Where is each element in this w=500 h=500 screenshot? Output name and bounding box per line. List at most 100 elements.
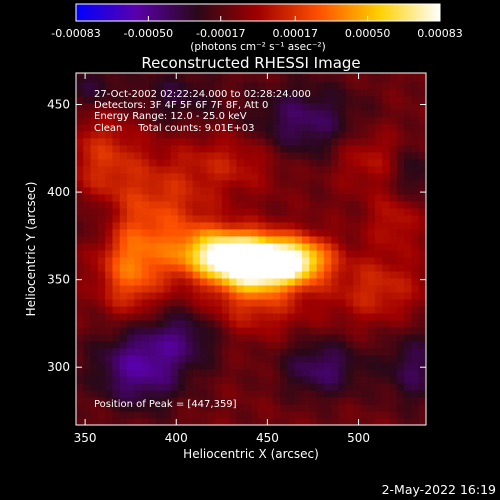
heatmap-cell: [396, 396, 405, 405]
heatmap-cell: [127, 375, 135, 384]
heatmap-cell: [105, 116, 114, 125]
heatmap-cell: [229, 326, 238, 335]
heatmap-cell: [178, 88, 186, 97]
heatmap-cell: [302, 73, 310, 76]
heatmap-cell: [353, 305, 361, 314]
heatmap-cell: [119, 165, 128, 174]
heatmap-cell: [251, 410, 259, 419]
heatmap-cell: [345, 277, 354, 286]
heatmap-cell: [229, 207, 238, 216]
heatmap-cell: [141, 200, 150, 209]
heatmap-cell: [185, 158, 194, 167]
heatmap-cell: [382, 396, 391, 405]
heatmap-cell: [134, 242, 143, 251]
heatmap-cell: [127, 263, 135, 272]
heatmap-cell: [170, 319, 179, 328]
heatmap-cell: [251, 396, 259, 405]
heatmap-cell: [141, 410, 150, 419]
heatmap-cell: [280, 207, 289, 216]
heatmap-cell: [163, 277, 172, 286]
heatmap-cell: [251, 130, 259, 139]
heatmap-cell: [382, 207, 391, 216]
heatmap-cell: [243, 165, 252, 174]
heatmap-cell: [221, 144, 230, 153]
heatmap-cell: [148, 130, 157, 139]
heatmap-cell: [265, 200, 274, 209]
heatmap-cell: [418, 347, 426, 356]
heatmap-cell: [112, 186, 121, 195]
heatmap-cell: [302, 200, 310, 209]
heatmap-cell: [170, 207, 179, 216]
colorbar-tick-label: 0.00017: [273, 27, 319, 40]
heatmap-cell: [243, 249, 252, 258]
heatmap-cell: [323, 200, 332, 209]
heatmap-cell: [192, 88, 201, 97]
heatmap-cell: [76, 73, 84, 76]
heatmap-cell: [367, 116, 376, 125]
heatmap-cell: [148, 396, 157, 405]
heatmap-cell: [141, 81, 150, 90]
heatmap-cell: [396, 95, 405, 104]
heatmap-cell: [374, 410, 383, 419]
heatmap-cell: [243, 200, 252, 209]
heatmap-cell: [272, 333, 281, 342]
heatmap-cell: [353, 263, 361, 272]
heatmap-cell: [309, 200, 318, 209]
heatmap-cell: [280, 172, 289, 181]
heatmap-cell: [76, 74, 84, 83]
heatmap-cell: [367, 95, 376, 104]
heatmap-cell: [396, 144, 405, 153]
heatmap-cell: [309, 207, 318, 216]
heatmap-cell: [185, 333, 194, 342]
heatmap-cell: [338, 151, 347, 160]
heatmap-cell: [185, 144, 194, 153]
heatmap-cell: [127, 151, 135, 160]
heatmap-cell: [141, 235, 150, 244]
heatmap-cell: [382, 144, 391, 153]
heatmap-cell: [265, 375, 274, 384]
heatmap-cell: [214, 270, 223, 279]
heatmap-cell: [76, 354, 84, 363]
heatmap-cell: [316, 109, 325, 118]
heatmap-cell: [389, 109, 398, 118]
heatmap-cell: [396, 73, 405, 76]
heatmap-cell: [338, 263, 347, 272]
heatmap-cell: [156, 144, 165, 153]
heatmap-cell: [236, 172, 245, 181]
heatmap-cell: [134, 221, 143, 230]
heatmap-cell: [331, 298, 340, 307]
heatmap-cell: [353, 193, 361, 202]
heatmap-cell: [76, 305, 84, 314]
heatmap-cell: [360, 326, 369, 335]
heatmap-cell: [331, 144, 340, 153]
heatmap-cell: [141, 340, 150, 349]
heatmap-cell: [258, 333, 267, 342]
heatmap-cell: [345, 186, 354, 195]
heatmap-cell: [221, 277, 230, 286]
heatmap-cell: [90, 333, 99, 342]
heatmap-cell: [105, 130, 114, 139]
heatmap-cell: [309, 81, 318, 90]
heatmap-cell: [367, 354, 376, 363]
heatmap-cell: [134, 144, 143, 153]
heatmap-cell: [214, 340, 223, 349]
heatmap-cell: [148, 179, 157, 188]
heatmap-cell: [287, 109, 296, 118]
heatmap-cell: [134, 179, 143, 188]
heatmap-cell: [265, 207, 274, 216]
heatmap-cell: [382, 312, 391, 321]
heatmap-cell: [141, 312, 150, 321]
heatmap-cell: [309, 361, 318, 370]
x-tick-label: 450: [256, 431, 279, 445]
heatmap-cell: [302, 193, 310, 202]
heatmap-cell: [287, 158, 296, 167]
heatmap-cell: [404, 305, 413, 314]
heatmap-cell: [127, 396, 135, 405]
heatmap-cell: [338, 354, 347, 363]
heatmap-cell: [345, 375, 354, 384]
heatmap-cell: [265, 418, 274, 425]
heatmap-cell: [272, 361, 281, 370]
heatmap-cell: [148, 389, 157, 398]
heatmap-cell: [97, 207, 106, 216]
heatmap-cell: [331, 73, 340, 76]
